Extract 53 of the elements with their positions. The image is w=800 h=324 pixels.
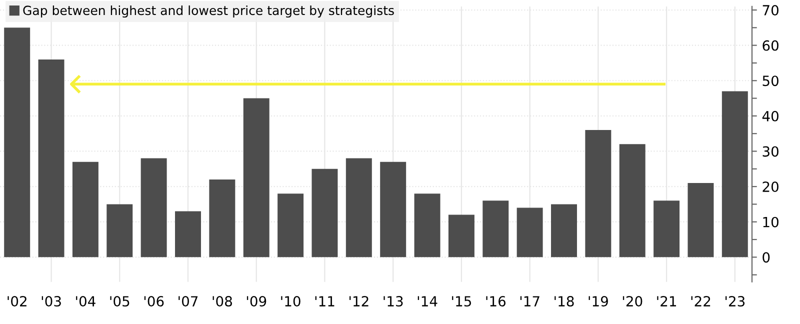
- x-tick-label: '07: [178, 296, 198, 307]
- bar: [688, 183, 714, 258]
- bar: [380, 162, 406, 258]
- x-tick-label: '14: [418, 296, 438, 306]
- x-tick-label: '21: [657, 296, 676, 306]
- legend-label: Gap between highest and lowest price target by strategists: [23, 5, 394, 18]
- bar: [72, 162, 98, 258]
- x-tick-label: '02: [8, 296, 26, 307]
- bar: [140, 158, 167, 258]
- x-tick-label: '05: [110, 296, 130, 307]
- bar: [516, 208, 543, 258]
- x-tick-label: '11: [315, 296, 334, 306]
- bar: [278, 194, 304, 258]
- bar: [585, 130, 612, 258]
- x-tick-label: '22: [691, 296, 710, 306]
- bar: [38, 59, 64, 258]
- x-tick-label: '16: [486, 296, 506, 307]
- bar: [312, 168, 338, 258]
- x-tick-label: '09: [246, 296, 266, 307]
- bar: [482, 200, 509, 258]
- y-tick-label: 40: [762, 110, 778, 122]
- bar: [551, 204, 577, 258]
- x-tick-label: '15: [452, 296, 471, 307]
- y-tick-label: 10: [763, 216, 778, 228]
- x-tick-label: '18: [554, 296, 574, 307]
- x-tick-label: '03: [42, 296, 61, 307]
- x-tick-label: '19: [588, 296, 608, 307]
- bar: [346, 158, 372, 258]
- x-tick-label: '13: [384, 296, 403, 307]
- y-tick-label: 30: [762, 146, 778, 157]
- y-tick-label: 0: [762, 252, 770, 263]
- bar: [448, 214, 474, 258]
- y-tick-label: 70: [762, 4, 778, 16]
- bar: [209, 179, 236, 258]
- y-tick-label: 50: [762, 76, 778, 86]
- y-tick-label: 60: [762, 40, 778, 51]
- x-tick-label: '23: [726, 296, 745, 307]
- bar: [175, 211, 201, 258]
- bar: [722, 91, 748, 258]
- x-tick-label: '17: [520, 296, 540, 306]
- bar: [619, 144, 646, 258]
- bar: [4, 28, 30, 258]
- bar: [243, 98, 270, 258]
- bar: [414, 194, 440, 258]
- bar: [654, 200, 680, 258]
- y-tick-label: 20: [762, 182, 778, 192]
- bar: [106, 204, 133, 258]
- x-tick-label: '10: [281, 296, 300, 307]
- x-tick-label: '12: [350, 296, 368, 306]
- x-tick-label: '06: [144, 296, 164, 307]
- x-tick-label: '20: [622, 296, 642, 307]
- x-tick-label: '08: [212, 296, 232, 307]
- x-tick-label: '04: [76, 296, 96, 307]
